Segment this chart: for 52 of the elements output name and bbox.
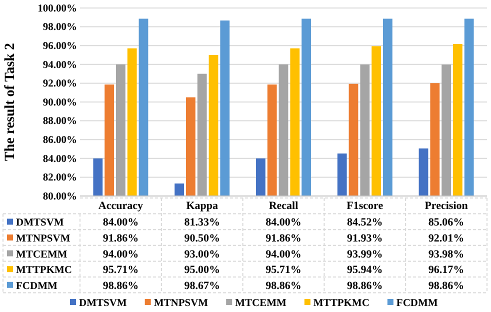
data-label: 98.67%: [184, 280, 220, 292]
legend-label: MTNPSVM: [16, 234, 70, 244]
data-label: 98.86%: [266, 280, 302, 292]
data-label: 81.33%: [184, 216, 220, 229]
data-label: 95.94%: [347, 264, 383, 276]
x-tick-label: F1score: [346, 200, 384, 212]
x-tick-label: Kappa: [186, 200, 218, 212]
data-label: 96.17%: [428, 264, 464, 276]
data-label: 98.86%: [428, 280, 464, 292]
data-label: 93.99%: [347, 248, 383, 260]
data-label: 92.01%: [428, 232, 464, 244]
data-label: 93.98%: [428, 248, 464, 260]
data-label: 91.93%: [347, 232, 383, 244]
data-label: 93.00%: [184, 248, 220, 260]
data-label: 95.71%: [266, 264, 302, 276]
y-tick-label: 88.00%: [42, 116, 77, 128]
text: MTTPKMC: [313, 298, 370, 309]
y-tick-label: 86.00%: [42, 134, 77, 146]
y-tick-label: 90.00%: [42, 97, 77, 108]
text: MTNPSVM: [154, 298, 208, 309]
legend-label: MTCEMM: [16, 249, 68, 260]
x-tick-label: Recall: [268, 200, 298, 212]
data-label: 91.86%: [266, 232, 302, 244]
legend-label: MTTPKMC: [16, 265, 72, 276]
data-label: 94.00%: [102, 248, 139, 260]
text: MTCEMM: [235, 298, 286, 309]
legend-label: DMTSVM: [16, 218, 64, 229]
data-label: 91.86%: [102, 232, 139, 244]
y-tick-label: 92.00%: [42, 78, 77, 90]
data-label: 95.00%: [184, 264, 220, 276]
y-tick-label: 100.00%: [38, 3, 77, 14]
data-label: 94.00%: [266, 248, 302, 260]
data-label: 90.50%: [184, 232, 220, 244]
text: FCDMM: [16, 280, 58, 292]
y-tick-label: 82.00%: [42, 172, 77, 184]
data-label: 98.86%: [102, 280, 139, 292]
data-label: 84.52%: [347, 216, 383, 229]
y-tick-label: 98.00%: [42, 22, 77, 34]
x-tick-label: Accuracy: [98, 200, 144, 212]
x-tick-label: Precision: [424, 200, 468, 212]
y-tick-label: 96.00%: [42, 40, 77, 52]
y-tick-label: 94.00%: [42, 60, 77, 71]
y-axis-title: The result of Task 2: [3, 43, 18, 161]
legend-label: FCDMM: [396, 298, 438, 309]
data-label: 95.71%: [102, 264, 139, 276]
text: DMTSVM: [79, 298, 127, 309]
data-label: 85.06%: [428, 216, 464, 229]
y-tick-label: 84.00%: [42, 154, 77, 165]
data-label: 98.86%: [347, 280, 383, 292]
data-label: 84.00%: [266, 216, 302, 229]
y-tick-label: 80.00%: [42, 191, 77, 202]
data-label: 84.00%: [102, 216, 139, 229]
